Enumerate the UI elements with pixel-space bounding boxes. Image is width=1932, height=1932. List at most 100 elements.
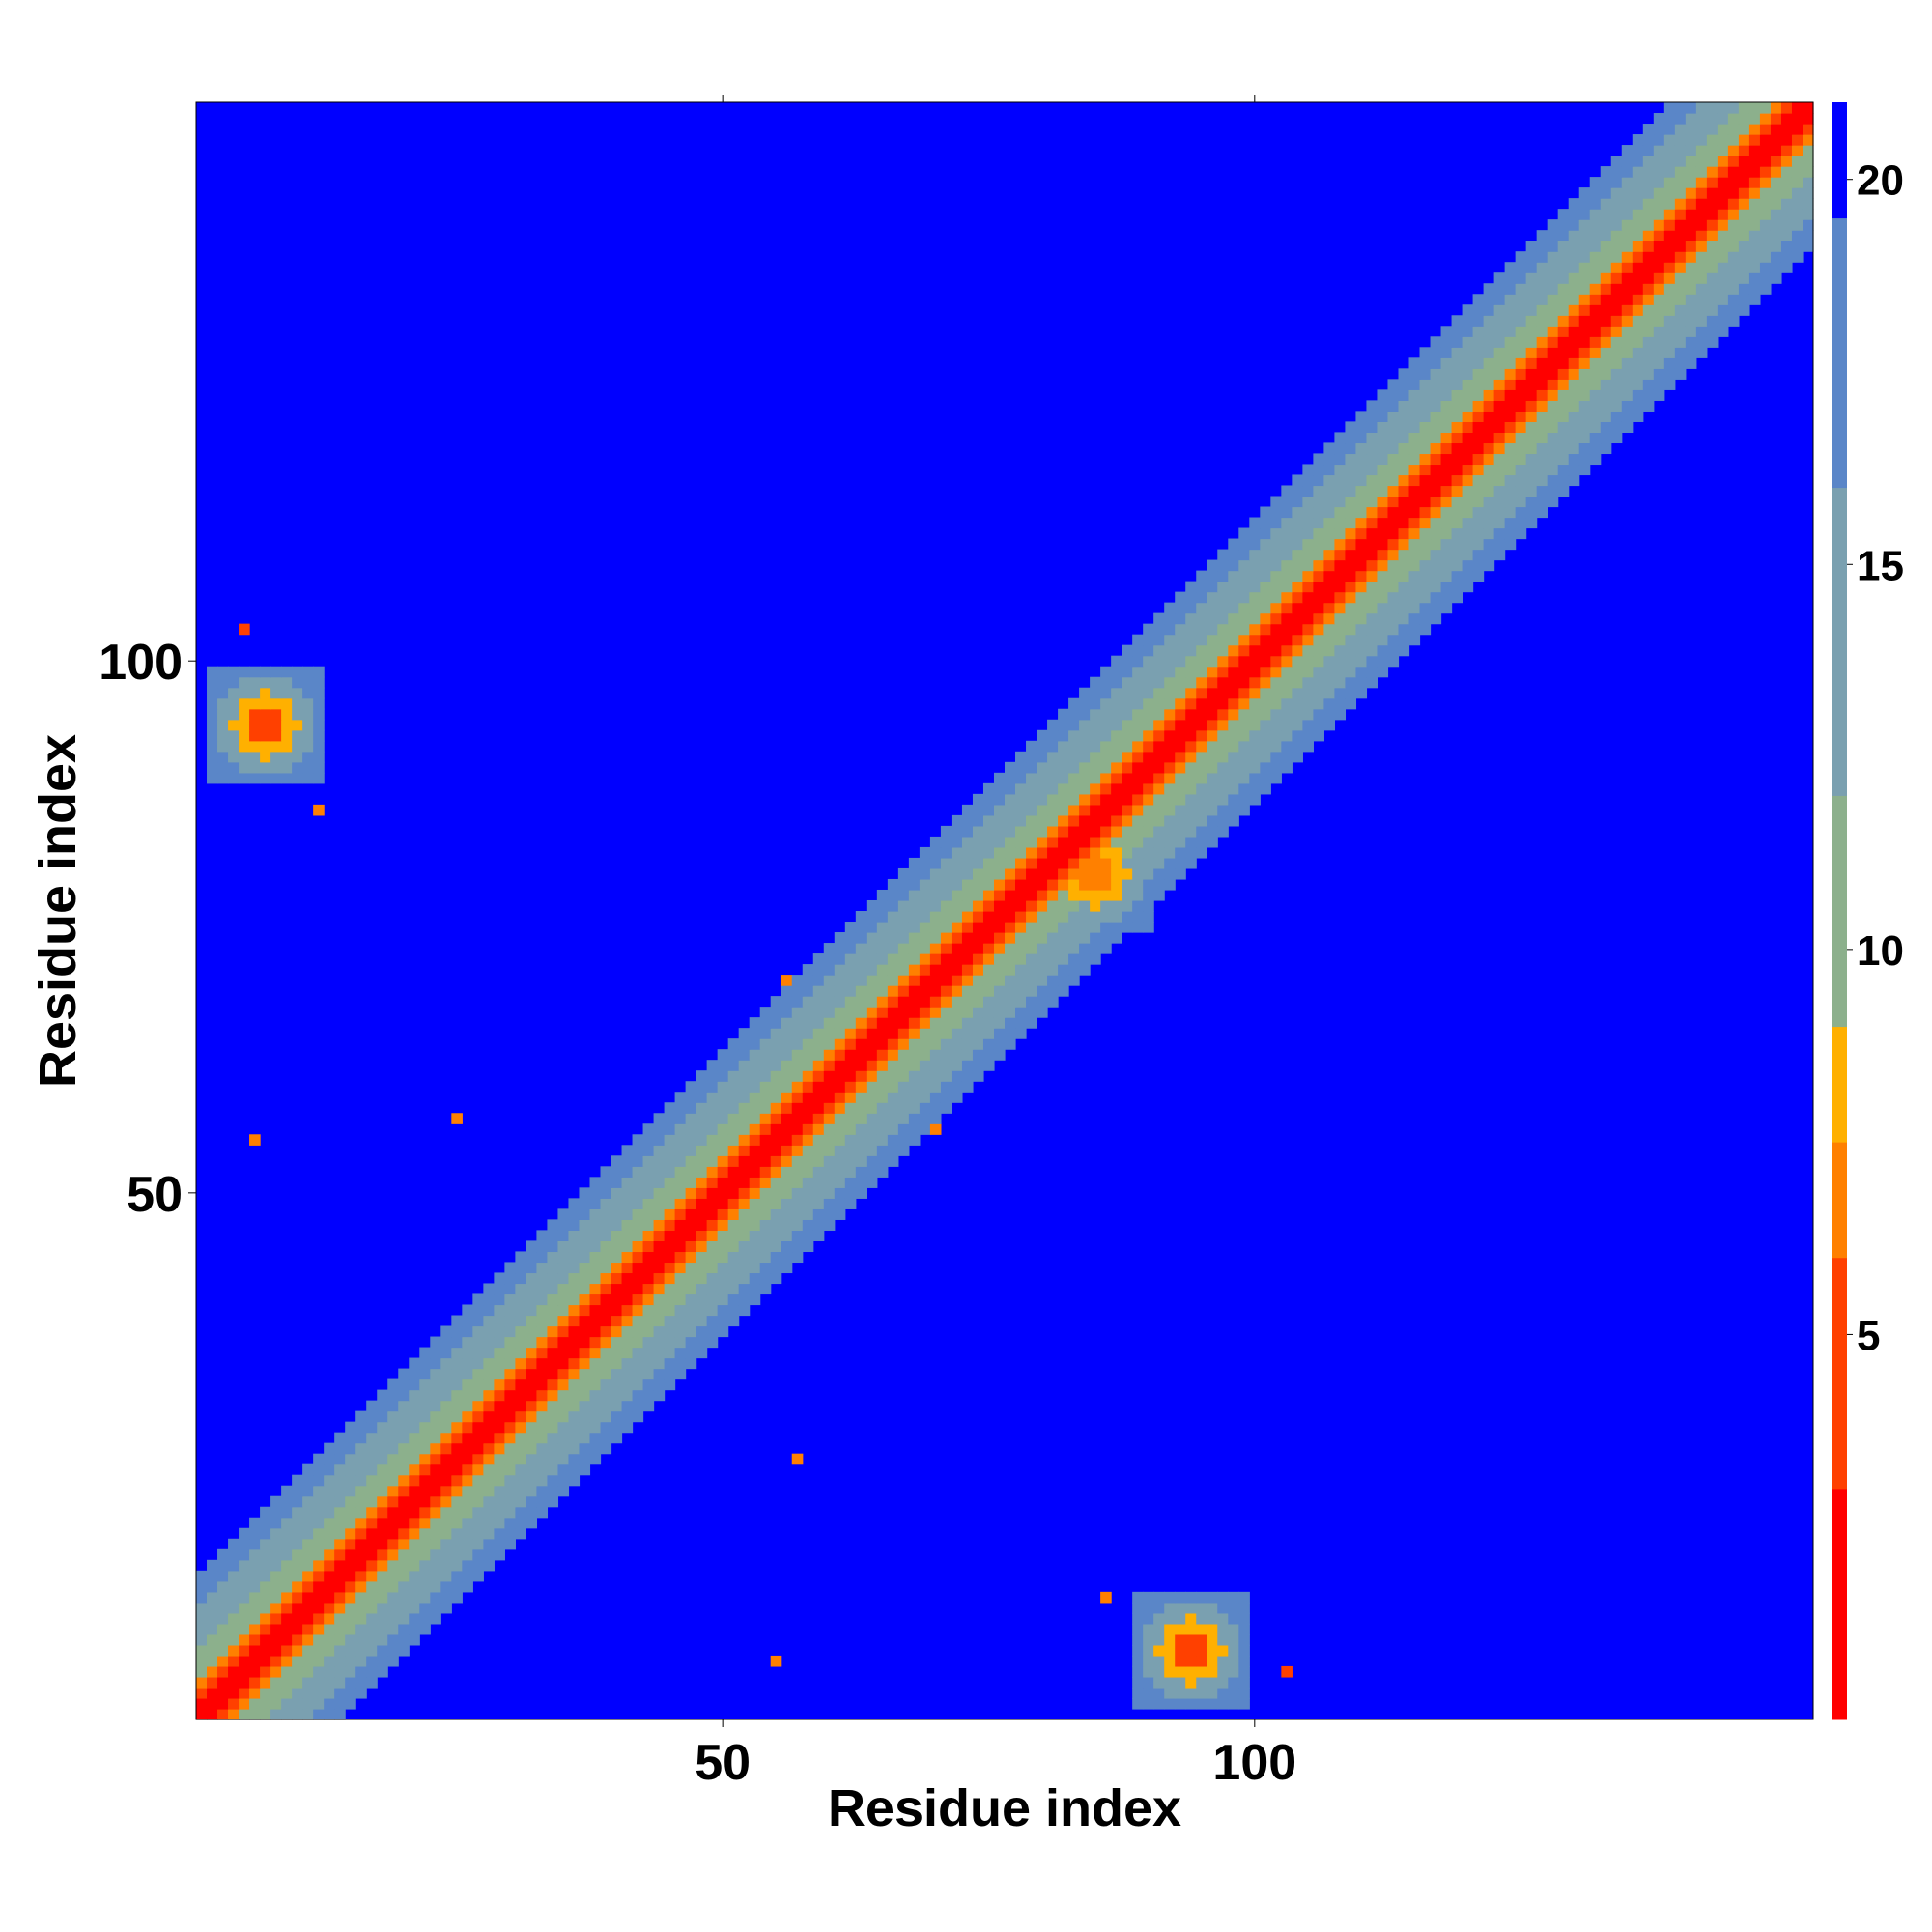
heatmap-cell — [366, 1644, 378, 1657]
heatmap-cell — [1111, 687, 1122, 699]
heatmap-cell — [993, 1007, 1006, 1018]
heatmap-cell — [993, 814, 1006, 827]
heatmap-cell — [1377, 464, 1389, 476]
heatmap-cell — [866, 1070, 878, 1082]
heatmap-cell — [409, 1357, 420, 1370]
heatmap-cell — [1791, 219, 1804, 231]
heatmap-cell — [929, 1007, 942, 1018]
heatmap-cell — [855, 911, 867, 923]
heatmap-cell — [1430, 421, 1442, 433]
heatmap-cell — [324, 1506, 335, 1519]
heatmap-cell — [770, 1240, 782, 1253]
heatmap-cell — [1430, 336, 1442, 348]
heatmap-cell — [345, 1623, 356, 1635]
heatmap-cell — [1451, 368, 1463, 380]
heatmap-cell — [1302, 474, 1314, 487]
heatmap-cell — [1748, 156, 1761, 167]
heatmap-cell — [1547, 400, 1559, 412]
heatmap-cell — [302, 761, 314, 774]
heatmap-cell — [1430, 549, 1442, 561]
heatmap-cell — [1419, 432, 1432, 444]
heatmap-cell — [1111, 666, 1122, 678]
heatmap-cell — [823, 1177, 836, 1188]
heatmap-cell — [1451, 389, 1463, 401]
heatmap-cell — [1408, 549, 1421, 561]
heatmap-cell — [440, 1421, 452, 1434]
heatmap-cell — [972, 943, 984, 954]
heatmap-cell — [1068, 708, 1080, 721]
heatmap-cell — [961, 867, 974, 880]
heatmap-cell — [430, 1432, 441, 1444]
heatmap-cell — [887, 1134, 899, 1146]
heatmap-cell — [387, 1474, 399, 1487]
heatmap-cell — [1217, 612, 1229, 625]
heatmap-cell — [547, 1283, 559, 1295]
heatmap-cell — [1472, 421, 1485, 433]
heatmap-cell — [812, 1070, 825, 1082]
heatmap-cell — [1132, 761, 1144, 774]
heatmap-cell — [1090, 814, 1101, 827]
heatmap-cell — [781, 985, 793, 997]
heatmap-cell — [345, 1612, 356, 1625]
heatmap-cell — [929, 867, 942, 880]
heatmap-cell — [653, 1325, 666, 1338]
heatmap-cell — [855, 1070, 867, 1082]
heatmap-cell — [1132, 1655, 1144, 1667]
heatmap-cell — [366, 1474, 378, 1487]
heatmap-cell — [1090, 804, 1101, 816]
heatmap-cell — [844, 996, 857, 1008]
heatmap-cell — [1270, 581, 1282, 593]
heatmap-cell — [1791, 241, 1804, 252]
heatmap-cell — [1313, 687, 1324, 699]
heatmap-cell — [1207, 1697, 1218, 1710]
heatmap-cell — [1600, 219, 1612, 231]
heatmap-cell — [1079, 772, 1091, 784]
heatmap-cell — [270, 1687, 282, 1699]
heatmap-cell — [494, 1538, 505, 1550]
heatmap-cell — [430, 1347, 441, 1359]
heatmap-cell — [664, 1145, 676, 1156]
heatmap-cell — [589, 1442, 602, 1455]
heatmap-cell — [1674, 326, 1687, 337]
heatmap-cell — [355, 1474, 367, 1487]
heatmap-cell — [770, 1655, 782, 1667]
heatmap-cell — [1132, 697, 1144, 710]
heatmap-cell — [1493, 432, 1506, 444]
heatmap-cell — [1037, 825, 1048, 838]
heatmap-cell — [1323, 559, 1335, 572]
heatmap-cell — [1281, 666, 1293, 678]
heatmap-cell — [1345, 485, 1357, 497]
heatmap-cell — [844, 1049, 857, 1061]
heatmap-cell — [1090, 878, 1101, 891]
heatmap-cell — [1185, 676, 1197, 689]
heatmap-cell — [600, 1368, 612, 1380]
heatmap-cell — [1600, 294, 1612, 305]
heatmap-cell — [1738, 145, 1750, 156]
heatmap-cell — [494, 1293, 505, 1306]
heatmap-cell — [1207, 644, 1218, 657]
heatmap-cell — [345, 1517, 356, 1529]
heatmap-cell — [451, 1559, 463, 1572]
heatmap-cell — [1047, 804, 1059, 816]
heatmap-cell — [249, 1634, 261, 1646]
heatmap-cell — [961, 804, 974, 816]
heatmap-cell — [451, 1453, 463, 1465]
heatmap-cell — [451, 1591, 463, 1604]
heatmap-cell — [313, 687, 325, 699]
heatmap-cell — [1238, 793, 1250, 806]
heatmap-cell — [1685, 113, 1697, 125]
heatmap-cell — [611, 1155, 623, 1167]
heatmap-cell — [302, 1665, 314, 1678]
heatmap-cell — [504, 1272, 516, 1285]
heatmap-cell — [377, 1432, 388, 1444]
heatmap-cell — [600, 1240, 612, 1253]
heatmap-cell — [398, 1517, 410, 1529]
colorbar-tick-label: 20 — [1857, 157, 1904, 205]
heatmap-cell — [1143, 666, 1154, 678]
heatmap-cell — [876, 1017, 889, 1029]
heatmap-cell — [1185, 591, 1197, 604]
heatmap-cell — [270, 761, 282, 774]
heatmap-cell — [249, 1517, 261, 1529]
heatmap-cell — [855, 1102, 867, 1114]
heatmap-cell — [1228, 676, 1239, 689]
